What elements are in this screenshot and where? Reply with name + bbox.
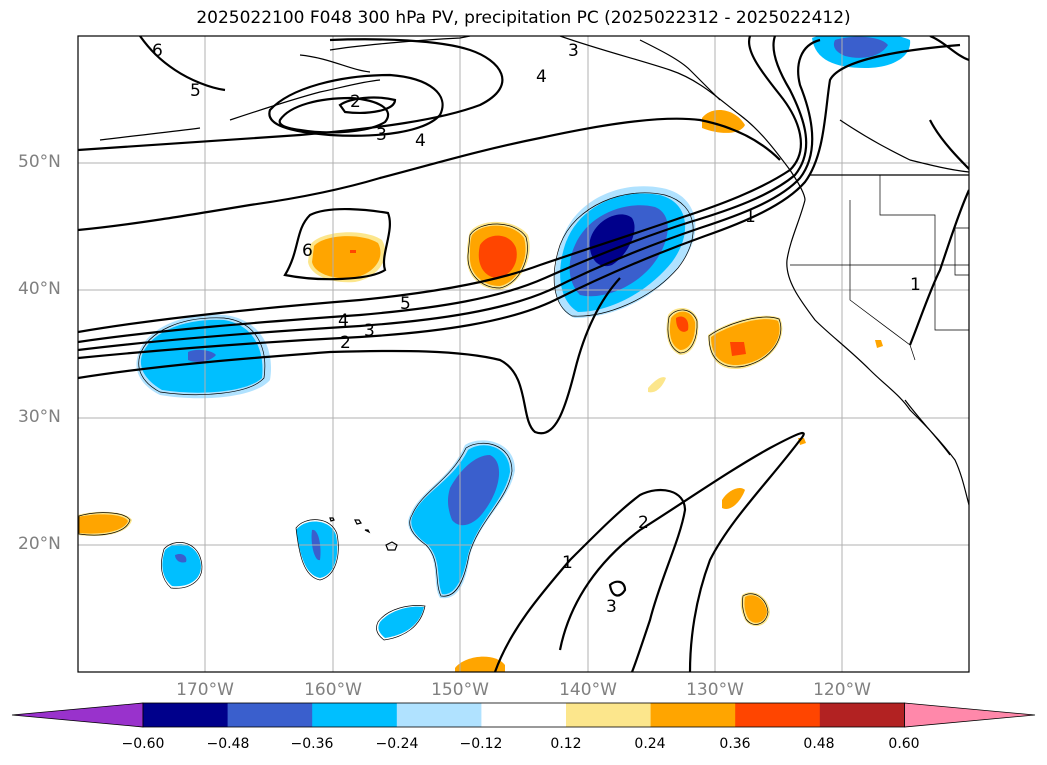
- contour-label: 5: [190, 81, 201, 101]
- lon-label: 120°W: [813, 680, 871, 700]
- colorbar-cell: [396, 703, 482, 727]
- colorbar-cell: [143, 703, 229, 727]
- colorbar-tick-label: 0.36: [719, 736, 751, 752]
- contour-labels: 6 5 2 3 4 3 4 6 5 4 3 2 1 1 2 3 1: [152, 41, 921, 617]
- precipitation-shading: [78, 36, 911, 672]
- contour-label: 3: [606, 597, 617, 617]
- colorbar-tick-label: −0.60: [121, 736, 165, 752]
- lat-label: 30°N: [18, 407, 61, 427]
- map-frame: [77, 35, 970, 673]
- colorbar-cell: [481, 703, 567, 727]
- colorbar-extend-low: [11, 702, 144, 728]
- colorbar-tick-label: −0.12: [459, 736, 503, 752]
- contour-label: 1: [562, 553, 573, 573]
- pv-contours: [78, 36, 969, 672]
- contour-label: 6: [152, 41, 163, 61]
- lon-label: 160°W: [304, 680, 362, 700]
- contour-label: 6: [302, 241, 313, 261]
- colorbar-tick-label: −0.36: [290, 736, 334, 752]
- lon-label: 170°W: [176, 680, 234, 700]
- chart-title: 2025022100 F048 300 hPa PV, precipitatio…: [196, 8, 851, 28]
- contour-label: 3: [376, 125, 387, 145]
- contour-label: 3: [364, 321, 375, 341]
- lon-label: 140°W: [559, 680, 617, 700]
- lat-label: 50°N: [18, 152, 61, 172]
- colorbar: [11, 702, 1036, 728]
- colorbar-tick-label: 0.12: [550, 736, 582, 752]
- colorbar-cell: [819, 703, 905, 727]
- contour-label: 1: [745, 207, 756, 227]
- colorbar-extend-high: [904, 702, 1036, 728]
- contour-label: 4: [338, 311, 349, 331]
- lon-label: 130°W: [686, 680, 744, 700]
- contour-label: 2: [340, 333, 351, 353]
- colorbar-cell: [566, 703, 652, 727]
- colorbar-tick-label: −0.24: [375, 736, 419, 752]
- colorbar-cell: [650, 703, 736, 727]
- lat-label: 20°N: [18, 534, 61, 554]
- colorbar-cell: [312, 703, 398, 727]
- colorbar-outline: [142, 702, 905, 728]
- colorbar-cell: [227, 703, 313, 727]
- contour-label: 3: [568, 41, 579, 61]
- contour-label: 4: [536, 67, 547, 87]
- colorbar-tick-label: 0.48: [803, 736, 835, 752]
- lon-label: 150°W: [431, 680, 489, 700]
- colorbar-tick-label: 0.24: [634, 736, 666, 752]
- coastlines: [99, 36, 969, 551]
- contour-label: 5: [400, 294, 411, 314]
- colorbar-cell: [735, 703, 821, 727]
- state-borders: [790, 175, 969, 361]
- colorbar-tick-label: 0.60: [888, 736, 920, 752]
- contour-label: 4: [415, 131, 426, 151]
- contour-label: 1: [910, 275, 921, 295]
- lat-label: 40°N: [18, 279, 61, 299]
- contour-label: 2: [638, 513, 649, 533]
- pv-contours-thin: [78, 192, 782, 641]
- colorbar-tick-label: −0.48: [206, 736, 250, 752]
- contour-label: 2: [350, 92, 361, 112]
